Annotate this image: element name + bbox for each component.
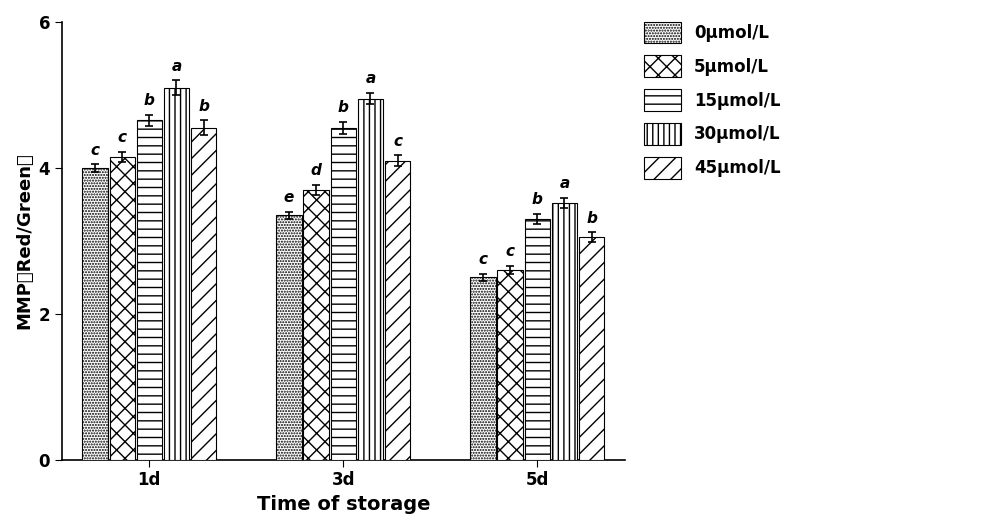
Text: a: a bbox=[365, 71, 376, 86]
Bar bbox=[552, 203, 577, 460]
Bar bbox=[358, 98, 383, 460]
Bar bbox=[164, 88, 189, 460]
Text: d: d bbox=[311, 163, 322, 178]
Bar bbox=[385, 161, 410, 460]
Bar bbox=[82, 168, 108, 460]
Bar bbox=[191, 128, 216, 460]
Bar bbox=[579, 237, 604, 460]
Bar bbox=[303, 190, 329, 460]
Text: a: a bbox=[559, 176, 570, 191]
Text: b: b bbox=[532, 192, 543, 207]
Text: c: c bbox=[506, 244, 515, 259]
Y-axis label: MMP（Red/Green）: MMP（Red/Green） bbox=[15, 152, 33, 329]
Text: b: b bbox=[198, 99, 209, 114]
Text: c: c bbox=[393, 134, 402, 149]
Text: c: c bbox=[478, 252, 487, 267]
Bar bbox=[276, 215, 302, 460]
Bar bbox=[470, 277, 496, 460]
Bar bbox=[525, 219, 550, 460]
Bar bbox=[137, 121, 162, 460]
Text: a: a bbox=[171, 59, 182, 74]
Legend: 0μmol/L, 5μmol/L, 15μmol/L, 30μmol/L, 45μmol/L: 0μmol/L, 5μmol/L, 15μmol/L, 30μmol/L, 45… bbox=[644, 22, 781, 179]
Bar bbox=[497, 270, 523, 460]
Text: b: b bbox=[144, 93, 155, 108]
Text: b: b bbox=[586, 211, 597, 225]
Text: e: e bbox=[284, 190, 294, 205]
X-axis label: Time of storage: Time of storage bbox=[257, 495, 430, 514]
Text: c: c bbox=[90, 143, 99, 158]
Text: c: c bbox=[118, 130, 127, 145]
Text: b: b bbox=[338, 101, 349, 115]
Bar bbox=[110, 157, 135, 460]
Bar bbox=[331, 128, 356, 460]
